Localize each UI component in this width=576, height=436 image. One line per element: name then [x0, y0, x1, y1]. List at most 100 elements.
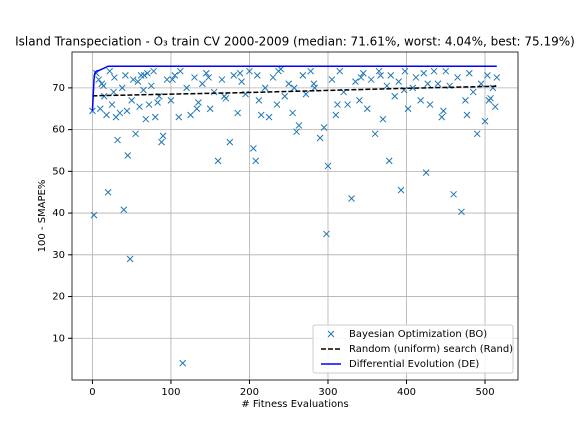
data-point	[103, 111, 110, 119]
data-point	[116, 109, 124, 117]
data-point	[136, 103, 143, 111]
data-point	[417, 97, 424, 104]
data-point	[89, 107, 96, 115]
data-point	[218, 76, 226, 83]
data-point	[409, 84, 417, 92]
data-point	[302, 90, 310, 98]
data-point	[367, 76, 375, 83]
data-point	[379, 115, 387, 123]
data-point	[485, 97, 493, 104]
data-point	[440, 107, 447, 115]
data-point	[385, 157, 393, 165]
data-point	[348, 195, 355, 202]
data-point	[145, 101, 153, 108]
data-point	[356, 97, 363, 104]
data-point	[183, 84, 190, 92]
data-point	[334, 101, 341, 108]
data-point	[95, 76, 103, 83]
data-point	[230, 72, 238, 79]
data-point	[412, 74, 420, 81]
data-point	[210, 88, 218, 96]
data-point	[205, 74, 212, 81]
data-point	[324, 162, 332, 170]
data-point	[293, 128, 300, 136]
data-point	[481, 117, 489, 125]
data-point	[473, 130, 481, 138]
data-point	[463, 111, 471, 119]
data-point	[126, 255, 134, 263]
data-point	[261, 84, 269, 92]
data-point	[140, 72, 148, 79]
data-point	[96, 105, 104, 113]
legend-label: Bayesian Optimization (BO)	[349, 329, 487, 340]
data-point	[226, 138, 234, 146]
data-point	[462, 97, 469, 104]
data-point	[195, 99, 202, 106]
data-point	[273, 101, 281, 108]
data-point	[110, 88, 117, 96]
data-point	[371, 130, 379, 138]
data-point	[123, 107, 131, 115]
y-axis-label: 100 - SMAPE%	[37, 180, 48, 253]
y-tick-label: 50	[52, 166, 65, 177]
data-point	[234, 109, 242, 117]
data-point	[404, 105, 412, 113]
data-point	[323, 230, 330, 238]
y-tick-label: 30	[52, 250, 65, 261]
data-point	[377, 72, 384, 79]
y-tick-label: 10	[52, 333, 65, 344]
data-point	[252, 157, 260, 165]
data-point	[257, 111, 265, 119]
data-point	[426, 101, 434, 108]
data-point	[336, 67, 344, 75]
data-point	[171, 72, 179, 79]
data-point	[438, 113, 446, 121]
data-point	[214, 157, 222, 165]
data-point	[193, 105, 201, 113]
data-point	[236, 69, 244, 77]
data-point	[169, 76, 176, 83]
data-point	[175, 113, 183, 121]
data-point	[154, 99, 161, 106]
data-point	[442, 67, 450, 75]
data-point	[391, 92, 399, 100]
data-point	[430, 67, 438, 75]
data-point	[424, 80, 432, 88]
data-point	[118, 84, 126, 92]
legend: Bayesian Optimization (BO) Random (unifor…	[312, 324, 514, 374]
data-point	[220, 92, 228, 100]
data-point	[137, 72, 145, 79]
data-point	[401, 67, 409, 75]
data-point	[124, 152, 132, 159]
legend-marker	[327, 330, 335, 338]
data-point	[255, 97, 263, 104]
data-point	[434, 80, 442, 88]
data-point	[310, 80, 318, 88]
data-point	[191, 74, 198, 81]
data-point	[290, 84, 298, 92]
line	[91, 65, 497, 111]
data-point	[493, 74, 501, 81]
x-tick-label: 500	[475, 387, 494, 398]
data-point	[269, 74, 277, 81]
legend-label: Random (uniform) search (Rand)	[349, 344, 513, 355]
data-point	[383, 82, 391, 90]
data-point	[265, 113, 273, 121]
data-point	[179, 359, 187, 367]
data-point	[104, 188, 112, 196]
data-point	[90, 211, 98, 219]
data-point	[328, 76, 336, 83]
data-point	[420, 69, 428, 77]
data-point	[150, 67, 158, 75]
data-point	[158, 138, 165, 146]
data-point	[134, 78, 142, 85]
data-point	[352, 78, 359, 85]
data-point	[450, 190, 457, 198]
data-point	[144, 69, 151, 77]
data-point	[458, 208, 465, 216]
x-tick-label: 400	[397, 387, 416, 398]
legend-label: Differential Evolution (DE)	[349, 359, 479, 370]
data-point	[316, 134, 324, 142]
data-point	[359, 69, 367, 77]
